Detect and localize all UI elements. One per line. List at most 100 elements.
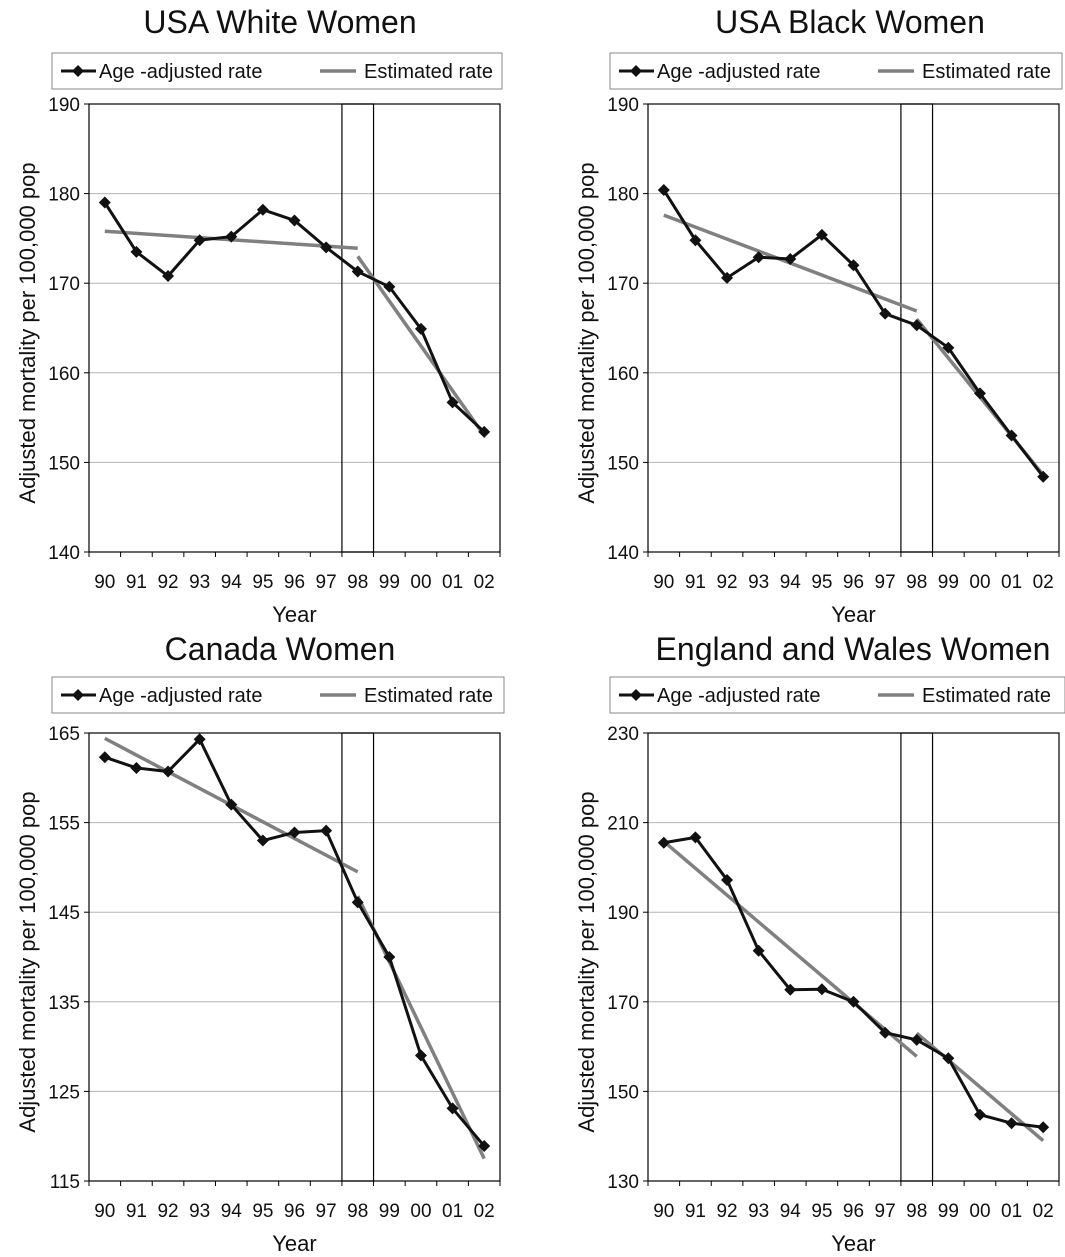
chart-panel: England and Wales Women 130 150 170 190 210 23… (574, 631, 1065, 1256)
y-tick-label: 210 (607, 814, 639, 835)
legend-marker-diamond (72, 689, 84, 701)
legend-box (609, 52, 1063, 90)
legend-label-estimated: Estimated rate (922, 61, 1051, 83)
x-tick-label: 00 (969, 1201, 990, 1222)
y-tick-label: 230 (607, 724, 639, 745)
x-tick-label: 94 (221, 1201, 243, 1222)
y-tick-label: 135 (48, 993, 80, 1014)
data-point-marker (478, 1140, 491, 1153)
x-tick-label: 94 (780, 572, 802, 593)
x-tick-label: 96 (284, 572, 305, 593)
data-point-marker (162, 765, 175, 778)
legend-label-age-adjusted: Age -adjusted rate (657, 685, 820, 707)
data-point-marker (446, 1102, 459, 1115)
data-point-marker (973, 387, 986, 400)
data-point-marker (847, 259, 860, 272)
chart-panel: Canada Women 115 125 135 145 155 165 90 91 92 93 94… (15, 631, 505, 1256)
x-tick-label: 93 (189, 572, 210, 593)
x-tick-label: 01 (1001, 572, 1022, 593)
data-point-marker (193, 234, 206, 247)
highlight-box (341, 103, 375, 553)
y-tick-label: 160 (607, 364, 639, 385)
chart-title: England and Wales Women (656, 631, 1051, 667)
y-tick-label: 160 (48, 364, 80, 385)
y-tick-label: 125 (48, 1082, 80, 1103)
data-point-marker (1005, 429, 1018, 442)
x-tick-label: 98 (347, 1201, 368, 1222)
y-tick-label: 155 (48, 814, 80, 835)
x-tick-label: 97 (875, 572, 896, 593)
x-tick-label: 02 (1033, 572, 1054, 593)
data-point-marker (320, 824, 333, 837)
data-point-marker (784, 983, 797, 996)
legend: Age -adjusted rate Estimated rate (51, 676, 505, 714)
x-tick-label: 95 (252, 1201, 273, 1222)
x-tick-label: 95 (811, 1201, 832, 1222)
data-point-marker (383, 280, 396, 293)
chart-title: Canada Women (165, 631, 396, 667)
y-tick-label: 145 (48, 903, 80, 924)
x-tick-label: 94 (221, 572, 243, 593)
x-tick-label: 92 (716, 1201, 737, 1222)
highlight-box (341, 732, 375, 1182)
x-tick-label: 93 (748, 1201, 769, 1222)
data-point-marker (942, 1052, 955, 1065)
data-point-marker (478, 425, 491, 438)
x-axis-label: Year (272, 602, 316, 627)
age-adjusted-rate-line (104, 736, 486, 1148)
legend-label-age-adjusted: Age -adjusted rate (657, 61, 820, 83)
data-point-marker (225, 230, 238, 243)
x-tick-label: 90 (94, 1201, 115, 1222)
data-point-marker (752, 251, 765, 264)
highlight-box (900, 103, 934, 553)
x-tick-label: 95 (252, 572, 273, 593)
data-point-marker (973, 1108, 986, 1121)
data-point-marker (351, 896, 364, 909)
legend-label-estimated: Estimated rate (364, 685, 493, 707)
x-tick-label: 00 (410, 1201, 431, 1222)
y-axis-label: Adjusted mortality per 100,000 pop (15, 162, 40, 503)
data-point-marker (910, 1033, 923, 1046)
plot-area (88, 732, 501, 1182)
data-point-marker (1037, 1121, 1050, 1134)
y-tick-label: 140 (48, 543, 80, 564)
data-point-marker (446, 396, 459, 409)
x-axis-label: Year (831, 602, 875, 627)
data-point-marker (879, 307, 892, 320)
data-point-marker (910, 319, 923, 332)
legend: Age -adjusted rate Estimated rate (609, 676, 1065, 714)
x-tick-label: 95 (811, 572, 832, 593)
legend-label-estimated: Estimated rate (922, 685, 1051, 707)
x-tick-label: 94 (780, 1201, 802, 1222)
y-tick-label: 115 (50, 1172, 80, 1193)
data-point-marker (162, 270, 175, 283)
y-tick-label: 180 (48, 185, 80, 206)
y-tick-label: 130 (607, 1172, 639, 1193)
x-tick-label: 91 (685, 1201, 706, 1222)
x-tick-label: 02 (474, 572, 495, 593)
x-tick-label: 99 (938, 1201, 959, 1222)
age-adjusted-rate-line (103, 201, 486, 434)
data-point-marker (689, 831, 702, 844)
x-tick-label: 98 (906, 1201, 927, 1222)
legend-marker-diamond (72, 65, 84, 77)
data-point-marker (130, 761, 143, 774)
y-tick-label: 150 (607, 453, 639, 474)
data-point-marker (383, 951, 396, 963)
chart-panel: USA Black Women 140 150 160 170 180 190 90 91 92 9… (574, 4, 1063, 627)
x-tick-label: 99 (379, 572, 400, 593)
x-tick-label: 01 (1001, 1201, 1022, 1222)
data-point-marker (414, 1049, 427, 1062)
x-axis-label: Year (831, 1231, 875, 1256)
x-tick-label: 02 (474, 1201, 495, 1222)
x-tick-label: 91 (126, 1201, 147, 1222)
y-axis-label: Adjusted mortality per 100,000 pop (574, 162, 599, 503)
data-point-marker (256, 834, 269, 847)
x-tick-label: 96 (843, 1201, 864, 1222)
data-point-marker (657, 836, 670, 849)
data-point-marker (193, 733, 206, 746)
legend-box (51, 676, 505, 714)
data-point-marker (721, 271, 734, 284)
x-tick-label: 96 (284, 1201, 305, 1222)
estimated-rate-line (662, 840, 918, 1058)
